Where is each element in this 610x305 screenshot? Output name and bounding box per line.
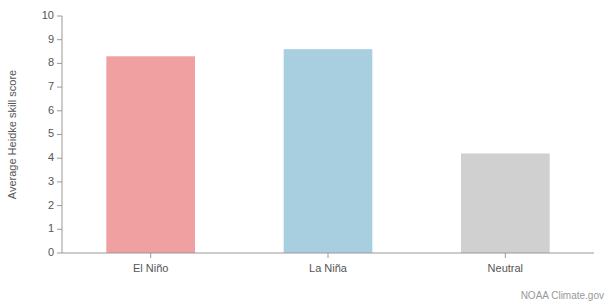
y-tick-label: 4 (48, 151, 54, 163)
bar (106, 56, 195, 253)
y-tick-label: 7 (48, 80, 54, 92)
y-tick-label: 2 (48, 199, 54, 211)
y-tick-label: 3 (48, 175, 54, 187)
bar (461, 153, 550, 253)
y-tick (57, 87, 62, 88)
axes: 0 1 2 3 4 5 6 7 8 9 10 El Niño La Niña Neutral (42, 9, 594, 274)
x-tick-label: La Niña (309, 262, 348, 274)
watermark: NOAA Climate.gov (521, 290, 604, 301)
y-tick-label: 8 (48, 56, 54, 68)
y-tick (57, 229, 62, 230)
x-tick-label: Neutral (488, 262, 523, 274)
bar (284, 49, 373, 253)
x-tick-label: El Niño (133, 262, 168, 274)
y-tick-label: 1 (48, 222, 54, 234)
x-tick (328, 253, 329, 258)
y-tick (57, 39, 62, 40)
y-tick-label: 5 (48, 127, 54, 139)
y-axis-label: Average Heidke skill score (6, 70, 18, 199)
y-tick (57, 253, 62, 254)
y-tick (57, 63, 62, 64)
y-tick (57, 16, 62, 17)
y-tick (57, 205, 62, 206)
chart-svg: 0 1 2 3 4 5 6 7 8 9 10 El Niño La Niña Neutral Average… (0, 0, 610, 305)
y-tick (57, 134, 62, 135)
y-tick-label: 10 (42, 9, 54, 21)
bars (106, 49, 549, 253)
y-tick (57, 158, 62, 159)
y-tick (57, 110, 62, 111)
y-tick-label: 6 (48, 104, 54, 116)
x-tick (150, 253, 151, 258)
y-tick (57, 181, 62, 182)
y-tick-label: 9 (48, 33, 54, 45)
y-tick-label: 0 (48, 246, 54, 258)
x-tick (505, 253, 506, 258)
chart-container: 0 1 2 3 4 5 6 7 8 9 10 El Niño La Niña Neutral Average… (0, 0, 610, 305)
